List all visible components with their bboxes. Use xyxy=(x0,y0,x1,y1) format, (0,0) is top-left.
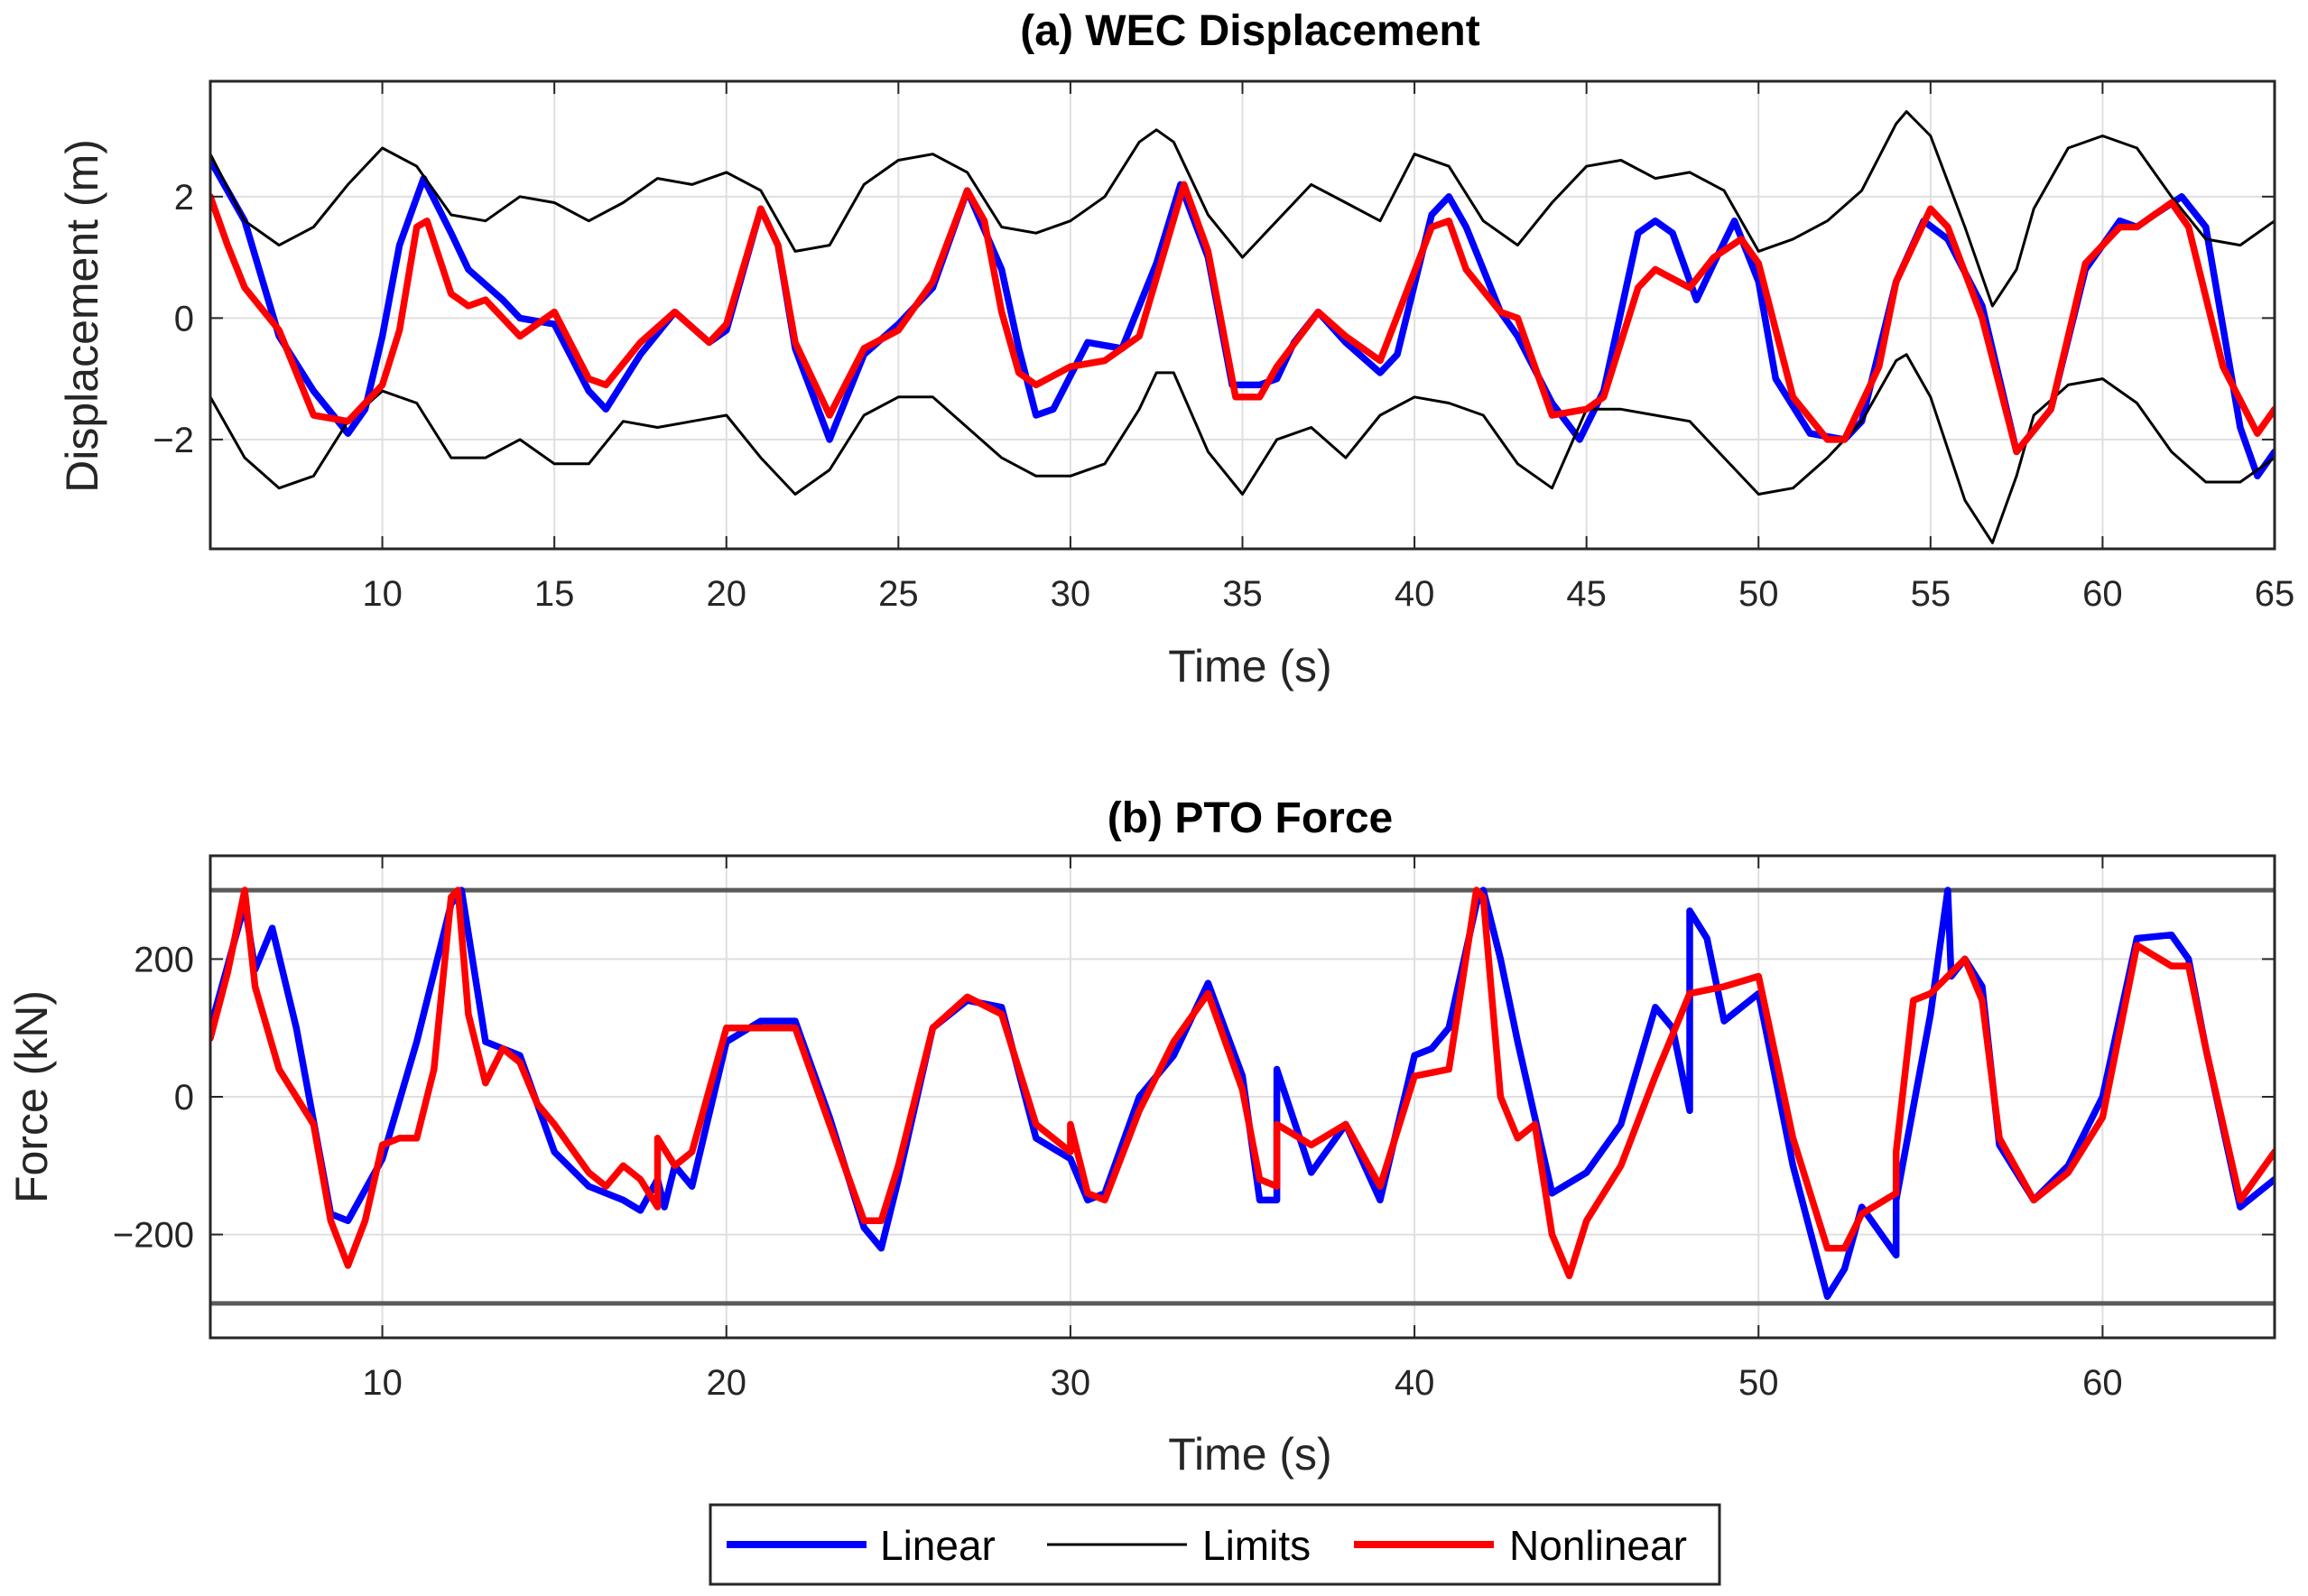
x-tick-label: 20 xyxy=(707,574,747,614)
x-tick-label: 60 xyxy=(2082,1363,2123,1403)
x-axis-label-b: Time (s) xyxy=(1168,1429,1331,1480)
legend-label-limits: Limits xyxy=(1202,1522,1311,1569)
x-tick-label: 10 xyxy=(362,1363,403,1403)
x-tick-label: 15 xyxy=(534,574,575,614)
x-tick-label: 30 xyxy=(1051,574,1091,614)
y-tick-label: −2 xyxy=(153,421,194,460)
x-tick-label: 50 xyxy=(1738,574,1779,614)
y-tick-label: −200 xyxy=(113,1216,194,1256)
y-tick-label: 0 xyxy=(174,1078,194,1118)
x-tick-label: 50 xyxy=(1738,1363,1779,1403)
x-tick-label: 30 xyxy=(1051,1363,1091,1403)
y-tick-label: 0 xyxy=(174,299,194,339)
series-line-nonlinear-a xyxy=(210,181,2275,456)
legend: Linear Limits Nonlinear xyxy=(709,1503,1721,1586)
x-tick-label: 25 xyxy=(878,574,919,614)
y-axis-label-a: Displacement (m) xyxy=(57,139,107,493)
x-tick-label: 20 xyxy=(707,1363,747,1403)
series-line-limits-a xyxy=(210,110,2275,544)
panel-displacement: (a) WEC Displacement Time (s) Displaceme… xyxy=(57,7,2294,691)
x-tick-label: 65 xyxy=(2255,574,2295,614)
legend-box xyxy=(709,1503,1721,1586)
series-line-nonlinear-b xyxy=(210,886,2275,1280)
y-tick-label: 2 xyxy=(174,178,194,218)
y-tick-label: 200 xyxy=(134,940,194,979)
x-tick-label: 60 xyxy=(2082,574,2123,614)
y-axis-label-b: Force (kN) xyxy=(6,990,57,1203)
x-tick-label: 45 xyxy=(1566,574,1607,614)
legend-label-linear: Linear xyxy=(880,1522,996,1569)
x-tick-label: 55 xyxy=(1911,574,1951,614)
x-tick-label: 10 xyxy=(362,574,403,614)
chart-title-a: (a) WEC Displacement xyxy=(1020,7,1479,55)
x-tick-label: 40 xyxy=(1395,1363,1435,1403)
x-tick-label: 40 xyxy=(1395,574,1435,614)
legend-label-nonlinear: Nonlinear xyxy=(1509,1522,1687,1569)
x-axis-label-a: Time (s) xyxy=(1168,641,1331,691)
chart-title-b: (b) PTO Force xyxy=(1108,794,1393,842)
x-tick-label: 35 xyxy=(1222,574,1263,614)
panel-pto-force: (b) PTO Force Time (s) Force (kN) 10 20 30… xyxy=(6,794,2276,1480)
